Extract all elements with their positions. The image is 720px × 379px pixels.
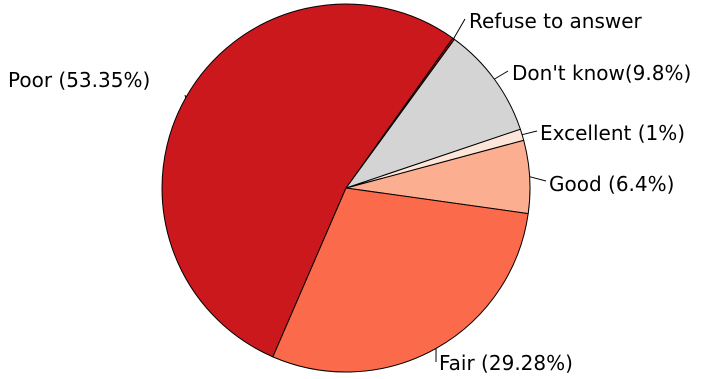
leader-line-excellent xyxy=(521,130,538,136)
label-good: Good (6.4%) xyxy=(549,172,674,196)
leader-lines xyxy=(184,18,547,363)
slice-labels: Good (6.4%) Excellent (1%) Don't know(9.… xyxy=(8,9,691,375)
pie-slices xyxy=(161,3,531,373)
leader-line-poor xyxy=(184,94,187,98)
label-fair: Fair (29.28%) xyxy=(439,351,573,375)
leader-line-refuse-to-answer xyxy=(453,18,466,39)
label-dont-know: Don't know(9.8%) xyxy=(512,61,691,85)
pie-slice-don-t-know xyxy=(345,38,521,189)
label-excellent: Excellent (1%) xyxy=(540,121,685,145)
leader-line-good xyxy=(529,176,547,182)
label-poor: Poor (53.35%) xyxy=(8,68,150,92)
pie-slice-poor xyxy=(161,3,454,358)
leader-line-don-t-know xyxy=(494,70,509,80)
label-refuse-to-answer: Refuse to answer xyxy=(469,9,643,33)
